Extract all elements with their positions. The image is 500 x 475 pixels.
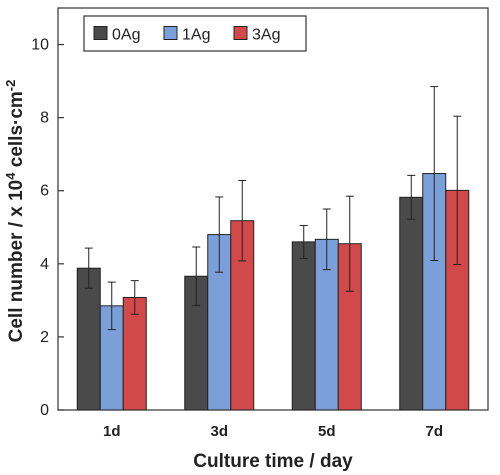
legend-swatch-3Ag (233, 26, 248, 40)
y-tick-label: 2 (40, 329, 49, 346)
legend-swatch-0Ag (93, 26, 108, 40)
legend-box (83, 15, 307, 52)
x-category-label: 7d (425, 423, 443, 440)
bar-0Ag-7d (399, 196, 424, 411)
x-category-label: 3d (210, 423, 228, 440)
x-category-label: 1d (103, 423, 121, 440)
bar-0Ag-1d (76, 267, 101, 411)
legend-swatch-1Ag (163, 26, 178, 40)
y-tick-label: 0 (40, 402, 49, 419)
legend-label-0Ag: 0Ag (112, 27, 140, 44)
y-tick-label: 10 (31, 37, 49, 54)
x-axis-title: Culture time / day (193, 451, 353, 472)
y-axis-title-main: Cell number / x 10 (6, 180, 27, 343)
y-tick-label: 8 (40, 110, 49, 127)
x-category-label: 5d (318, 423, 336, 440)
legend-label-3Ag: 3Ag (252, 27, 280, 44)
y-tick-label: 4 (40, 256, 49, 273)
y-axis-title-unit: cells·cm (6, 91, 27, 172)
plot-frame (57, 7, 489, 411)
x-axis-categories: 1d 3d 5d 7d (103, 423, 443, 440)
y-axis-ticks: 0 2 4 6 8 10 (31, 37, 64, 419)
y-axis-title-exponent: 4 (3, 172, 18, 180)
bars-group (76, 86, 470, 411)
y-tick-label: 6 (40, 183, 49, 200)
bar-0Ag-5d (291, 241, 316, 411)
y-axis-title-unit-exponent: -2 (3, 80, 18, 92)
legend: 0Ag 1Ag 3Ag (83, 15, 307, 52)
legend-label-1Ag: 1Ag (182, 27, 210, 44)
y-axis-title: Cell number / x 104 cells·cm-2 (3, 80, 27, 343)
